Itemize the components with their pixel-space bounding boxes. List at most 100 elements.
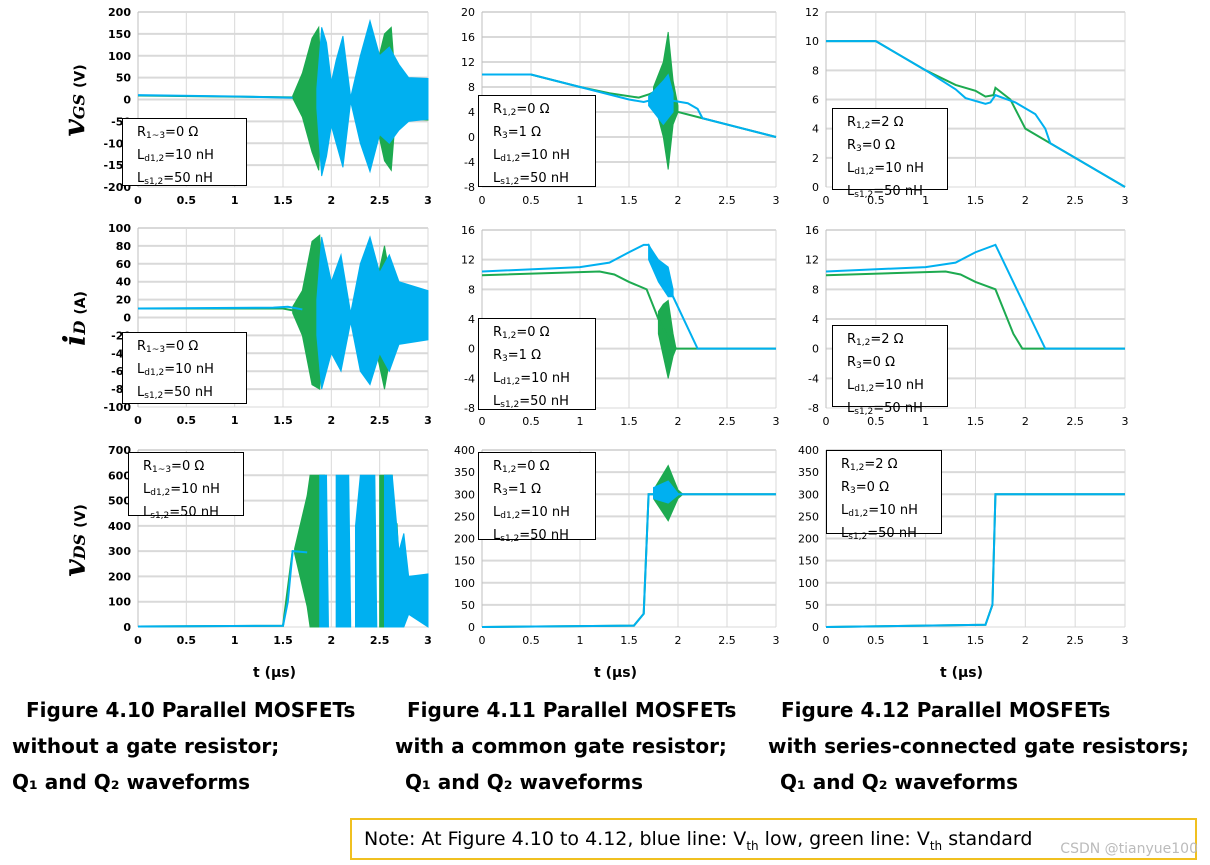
y-tick-label: 400 — [108, 520, 131, 533]
parameter-line: Ld1,2=10 nH — [493, 371, 570, 387]
x-tick-label: 2 — [328, 634, 336, 647]
parameter-box: R1,2=0 Ω R3=1 Ω Ld1,2=10 nH Ls1,2=50 nH — [478, 318, 596, 410]
y-tick-label: 50 — [805, 599, 819, 612]
x-tick-label: 0.5 — [867, 415, 885, 428]
y-tick-label: 8 — [812, 283, 819, 296]
parameter-line: Ls1,2=50 nH — [847, 184, 923, 200]
y-tick-label: 20 — [116, 294, 132, 307]
y-tick-label: 0 — [812, 181, 819, 194]
x-tick-label: 3 — [1122, 194, 1129, 207]
y-tick-label: 100 — [454, 577, 475, 590]
caption-fig-4-10-line-1: Figure 4.10 Parallel MOSFETs — [26, 698, 356, 722]
chart-4-12-vDS: 0 0.5 1 1.5 2 2.5 3 400 350 300 250 200 150 100 50 0 — [798, 444, 1129, 647]
y-tick-label: 40 — [116, 276, 132, 289]
blue-series-line — [826, 40, 1126, 188]
y-tick-label: 2 — [812, 152, 819, 165]
parameter-line: Ld1,2=10 nH — [493, 505, 570, 521]
x-tick-label: 2 — [1022, 634, 1029, 647]
y-tick-label: 60 — [116, 258, 132, 271]
y-tick-label: 12 — [805, 254, 819, 267]
parameter-line: Ls1,2=50 nH — [493, 394, 569, 410]
x-tick-label: 1 — [577, 634, 584, 647]
caption-fig-4-10-line-3: Q₁ and Q₂ waveforms — [12, 770, 251, 794]
y-tick-label: 350 — [798, 466, 819, 479]
x-axis-label: t (μs) — [940, 665, 983, 681]
parameter-line: Ls1,2=50 nH — [137, 171, 213, 187]
x-tick-label: 1 — [922, 194, 929, 207]
x-tick-label: 1 — [577, 194, 584, 207]
parameter-line: R3=1 Ω — [493, 482, 542, 498]
y-tick-label: 4 — [812, 313, 819, 326]
parameter-line: R1,2=2 Ω — [847, 332, 904, 348]
x-tick-label: 0 — [479, 415, 486, 428]
x-tick-label: 2.5 — [370, 194, 390, 207]
x-tick-label: 3 — [1122, 634, 1129, 647]
y-tick-label: 8 — [468, 81, 475, 94]
parameter-line: Ls1,2=50 nH — [493, 171, 569, 187]
y-tick-label: 4 — [812, 123, 819, 136]
y-tick-label: 0 — [123, 621, 131, 634]
x-tick-label: 3 — [424, 414, 432, 427]
x-tick-label: 3 — [773, 634, 780, 647]
y-tick-label: 200 — [108, 6, 131, 19]
blue-series-line — [825, 243, 1125, 350]
parameter-box: R1~3=0 Ω Ld1,2=10 nH Ls1,2=50 nH — [122, 332, 247, 404]
y-tick-label: 150 — [454, 555, 475, 568]
parameter-box: R1,2=2 Ω R3=0 Ω Ld1,2=10 nH Ls1,2=50 nH — [826, 450, 942, 542]
blue-series-line — [481, 243, 776, 350]
y-tick-label: 0 — [123, 94, 131, 107]
y-tick-label: 300 — [108, 545, 131, 558]
x-tick-label: 2 — [675, 634, 682, 647]
x-tick-label: 1.5 — [273, 414, 293, 427]
caption-fig-4-12-line-2: with series-connected gate resistors; — [768, 734, 1190, 758]
x-tick-label: 3 — [773, 194, 780, 207]
parameter-line: Ld1,2=10 nH — [137, 148, 214, 164]
y-tick-label: 400 — [798, 444, 819, 457]
y-tick-label: 4 — [468, 106, 475, 119]
x-tick-label: 1 — [231, 634, 239, 647]
x-tick-label: 2.5 — [1066, 634, 1084, 647]
y-tick-label: 20 — [461, 6, 475, 19]
watermark: CSDN @tianyue100 — [1060, 841, 1198, 857]
y-tick-label: 50 — [116, 72, 132, 85]
y-tick-label: -100 — [103, 401, 131, 414]
x-tick-label: 0 — [134, 194, 142, 207]
y-tick-label: -8 — [808, 402, 819, 415]
x-tick-label: 0 — [134, 414, 142, 427]
y-axis-label-id: iD(A) — [57, 290, 93, 346]
x-tick-label: 0.5 — [867, 194, 885, 207]
y-tick-label: 4 — [468, 313, 475, 326]
y-tick-label: 16 — [805, 224, 819, 237]
x-tick-label: 2 — [1022, 194, 1029, 207]
x-tick-label: 2 — [675, 194, 682, 207]
parameter-line: R1,2=0 Ω — [493, 325, 550, 341]
parameter-line: Ld1,2=10 nH — [143, 482, 220, 498]
y-tick-label: 500 — [108, 495, 131, 508]
y-tick-label: 200 — [108, 570, 131, 583]
blue-oscillation-band — [384, 474, 429, 628]
y-tick-label: 0 — [123, 312, 131, 325]
parameter-box: R1,2=2 Ω R3=0 Ω Ld1,2=10 nH Ls1,2=50 nH — [832, 325, 948, 417]
x-tick-label: 1.5 — [620, 415, 638, 428]
y-tick-label: 600 — [108, 469, 131, 482]
caption-fig-4-12-line-3: Q₁ and Q₂ waveforms — [780, 770, 1019, 794]
x-tick-label: 0.5 — [522, 634, 540, 647]
parameter-line: Ls1,2=50 nH — [143, 505, 219, 521]
caption-fig-4-11-line-1: Figure 4.11 Parallel MOSFETs — [407, 698, 737, 722]
y-tick-label: 100 — [798, 577, 819, 590]
blue-oscillation-band — [335, 474, 352, 628]
parameter-line: R3=0 Ω — [841, 480, 890, 496]
y-tick-label: 0 — [468, 131, 475, 144]
caption-fig-4-10-line-2: without a gate resistor; — [12, 734, 280, 758]
parameter-line: Ld1,2=10 nH — [847, 378, 924, 394]
y-tick-label: 0 — [468, 621, 475, 634]
y-tick-label: 0 — [468, 343, 475, 356]
y-tick-label: 400 — [454, 444, 475, 457]
parameter-line: R1,2=0 Ω — [493, 459, 550, 475]
parameter-box: R1,2=0 Ω R3=1 Ω Ld1,2=10 nH Ls1,2=50 nH — [478, 95, 596, 187]
x-tick-label: 0 — [823, 194, 830, 207]
blue-series-line — [137, 94, 293, 99]
parameter-line: R3=1 Ω — [493, 125, 542, 141]
x-tick-label: 0 — [823, 634, 830, 647]
blue-series-line — [481, 493, 776, 628]
